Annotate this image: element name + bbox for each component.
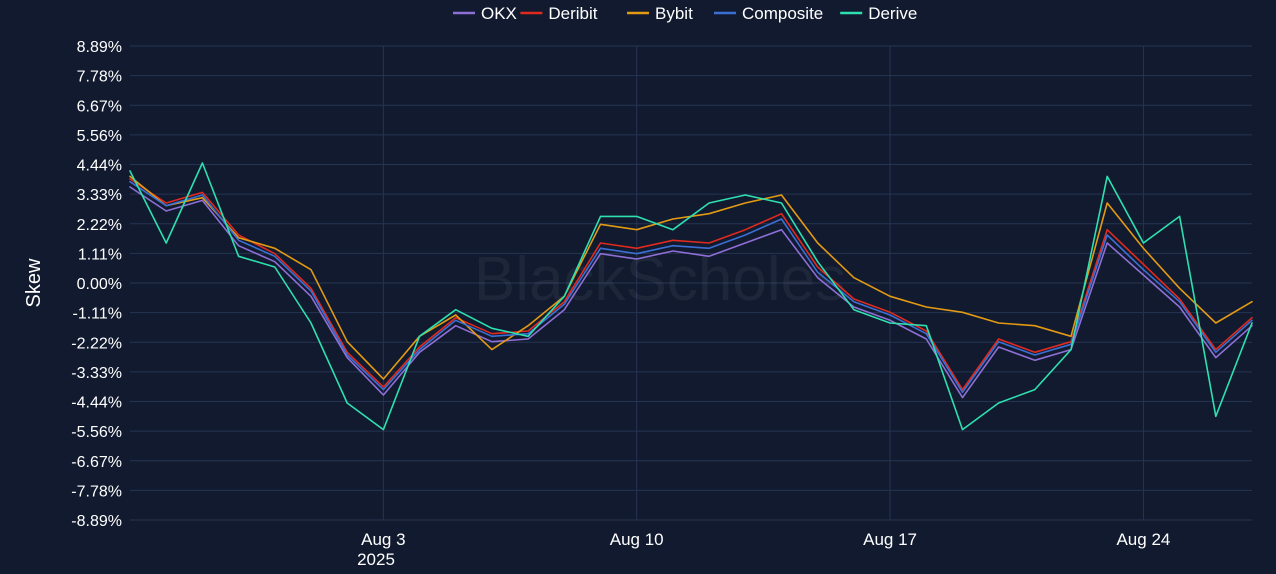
watermark-text: BlackScholes — [474, 245, 846, 314]
y-tick-label: 8.89% — [77, 39, 122, 56]
y-tick-label: 6.67% — [77, 98, 122, 115]
y-tick-label: 5.56% — [77, 128, 122, 145]
series-line-deribit — [129, 178, 1253, 391]
y-tick-label: -5.56% — [71, 424, 122, 441]
legend-label-deribit: Deribit — [548, 4, 597, 23]
y-tick-label: 2.22% — [77, 217, 122, 234]
x-axis-ticks: Aug 3 Aug 10 Aug 17 Aug 24 — [361, 530, 1170, 549]
x-tick-label: Aug 10 — [610, 530, 664, 549]
series-line-derive — [129, 162, 1253, 431]
series-line-composite — [129, 180, 1253, 394]
series-lines — [129, 162, 1253, 431]
legend-label-bybit: Bybit — [655, 4, 693, 23]
y-tick-label: -1.11% — [72, 306, 122, 323]
x-axis-year-label: 2025 — [357, 550, 395, 569]
y-tick-label: -8.89% — [71, 513, 122, 530]
legend-label-okx: OKX — [481, 4, 517, 23]
series-line-okx — [129, 186, 1253, 399]
y-tick-label: 4.44% — [77, 158, 122, 175]
legend-label-derive: Derive — [868, 4, 917, 23]
legend: OKX Deribit Bybit Composite Derive — [453, 4, 917, 23]
x-tick-label: Aug 17 — [863, 530, 917, 549]
y-tick-label: -6.67% — [71, 454, 122, 471]
x-tick-label: Aug 3 — [361, 530, 405, 549]
y-tick-label: 0.00% — [77, 276, 122, 293]
y-tick-label: -7.78% — [71, 483, 122, 500]
y-tick-label: -4.44% — [71, 395, 122, 412]
y-tick-label: 7.78% — [77, 69, 122, 86]
legend-label-composite: Composite — [742, 4, 823, 23]
x-tick-label: Aug 24 — [1116, 530, 1170, 549]
y-tick-label: 1.11% — [78, 246, 122, 263]
y-tick-label: -3.33% — [71, 365, 122, 382]
y-tick-label: -2.22% — [71, 335, 122, 352]
y-axis-label: Skew — [23, 258, 45, 307]
y-axis-ticks: 8.89% 7.78% 6.67% 5.56% 4.44% 3.33% 2.22% 1.11%… — [71, 39, 122, 530]
y-tick-label: 3.33% — [77, 187, 122, 204]
